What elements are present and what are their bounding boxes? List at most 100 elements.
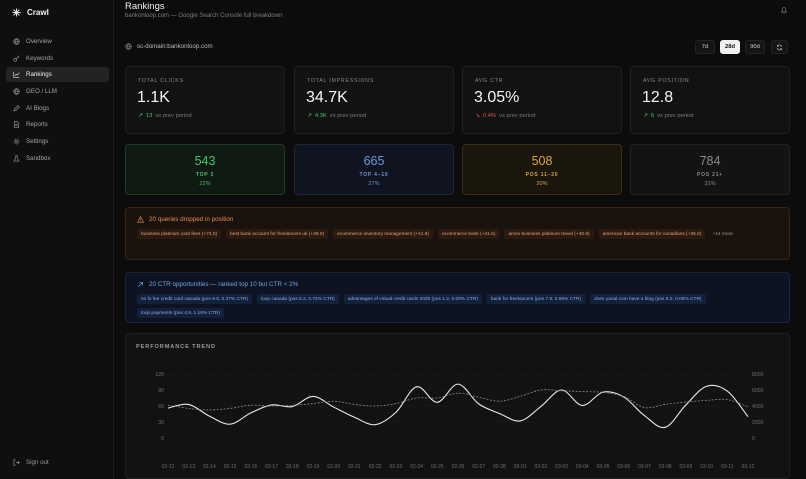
- x-tick-label: 02-20: [327, 464, 340, 470]
- y-tick-label-right: 0: [752, 436, 755, 442]
- delta-suffix: vs prev period: [657, 113, 694, 119]
- globe-icon: [13, 38, 20, 45]
- x-tick-label: 03-08: [659, 464, 672, 470]
- y-tick-label-left: 0: [161, 436, 164, 442]
- stat-delta: ↗ 4.3K vs prev period: [307, 113, 366, 119]
- key-icon: [13, 55, 20, 62]
- crawl-logo-icon: [12, 8, 21, 17]
- sign-out-button[interactable]: Sign out: [13, 459, 49, 466]
- bucket-top3[interactable]: 543 TOP 3 22%: [125, 144, 285, 195]
- range-90d-button[interactable]: 90d: [745, 40, 765, 54]
- x-tick-label: 02-19: [307, 464, 320, 470]
- ctr-opportunity-chip[interactable]: no fx fee credit card canada (pos 8.6, 0…: [137, 294, 252, 304]
- x-tick-label: 02-18: [286, 464, 299, 470]
- x-tick-label: 03-05: [597, 464, 610, 470]
- pen-icon: [13, 105, 20, 112]
- more-dropped-link[interactable]: +14 more: [712, 231, 733, 237]
- y-tick-label-right: 4000: [752, 404, 764, 410]
- x-tick-label: 03-03: [555, 464, 568, 470]
- x-tick-label: 02-12: [162, 464, 175, 470]
- y-tick-label-left: 120: [155, 372, 164, 378]
- stat-value: 3.05%: [474, 89, 520, 106]
- stat-value: 34.7K: [306, 89, 348, 106]
- property-selector[interactable]: sc-domain:bankonloop.com: [125, 43, 213, 50]
- ctr-opportunity-chip[interactable]: does yanal.com have a blog (pos 8.0, 0.0…: [590, 294, 706, 304]
- sidebar-item-keywords[interactable]: Keywords: [6, 51, 109, 66]
- x-tick-label: 02-26: [452, 464, 465, 470]
- stat-value: 1.1K: [137, 89, 170, 106]
- performance-trend-card: 0 30 60 90 120 0 2000 4000 6000 8000 02-12 02-13 02-…: [125, 333, 790, 479]
- range-7d-button[interactable]: 7d: [695, 40, 715, 54]
- arrow-down-icon: ↘: [475, 113, 480, 119]
- brand[interactable]: Crawl: [12, 8, 49, 17]
- bell-icon[interactable]: [780, 6, 788, 14]
- x-tick-label: 02-23: [389, 464, 402, 470]
- arrow-up-icon: ↗: [643, 113, 648, 119]
- sidebar-item-overview[interactable]: Overview: [6, 34, 109, 49]
- dropped-query-chip[interactable]: business platinum card fees (+74.0): [137, 229, 222, 239]
- delta-value: 13: [145, 113, 153, 119]
- stat-delta: ↗ 6 vs prev period: [643, 113, 694, 119]
- sidebar-item-reports[interactable]: Reports: [6, 117, 109, 132]
- page-subtitle: bankonloop.com — Google Search Console f…: [125, 13, 283, 19]
- dropped-query-chip[interactable]: amex business platinum travel (+40.9): [504, 229, 594, 239]
- bucket-percent: 27%: [368, 181, 380, 187]
- refresh-icon: [776, 44, 783, 50]
- property-domain: sc-domain:bankonloop.com: [137, 43, 213, 50]
- y-tick-label-right: 6000: [752, 388, 764, 394]
- globe-icon: [125, 43, 132, 50]
- x-tick-label: 02-17: [265, 464, 278, 470]
- range-28d-button[interactable]: 28d: [720, 40, 740, 54]
- sidebar-item-label: Sandbox: [26, 154, 51, 162]
- x-tick-label: 02-13: [182, 464, 195, 470]
- refresh-button[interactable]: [771, 40, 788, 54]
- sidebar-item-ai-blogs[interactable]: AI Blogs: [6, 101, 109, 116]
- sidebar-item-label: Overview: [26, 38, 52, 45]
- bucket-pos21plus[interactable]: 784 POS 21+ 31%: [630, 144, 790, 195]
- sidebar-item-label: AI Blogs: [26, 104, 50, 112]
- sign-out-icon: [13, 459, 20, 466]
- ctr-opportunity-chip[interactable]: bank for freelancers (pos 7.9, 0.99% CTR…: [486, 294, 586, 304]
- stat-label: TOTAL IMPRESSIONS: [307, 78, 375, 84]
- x-tick-label: 02-21: [348, 464, 361, 470]
- ctr-opportunity-chip[interactable]: advantages of virtual credit cards 2025 …: [343, 294, 482, 304]
- arrow-up-icon: ↗: [138, 113, 143, 119]
- sidebar-item-rankings[interactable]: Rankings: [6, 67, 109, 83]
- clicks-series-line: [167, 383, 749, 429]
- sidebar-item-geo-llm[interactable]: GEO / LLM: [6, 84, 109, 99]
- bucket-percent: 20%: [536, 181, 548, 187]
- x-tick-label: 03-01: [514, 464, 527, 470]
- stat-label: AVG POSITION: [643, 78, 690, 84]
- bucket-pos11-20[interactable]: 508 POS 11–20 20%: [462, 144, 622, 195]
- sidebar-item-settings[interactable]: Settings: [6, 134, 109, 149]
- sidebar-item-sandbox[interactable]: Sandbox: [6, 151, 109, 166]
- stat-label: AVG CTR: [475, 78, 504, 84]
- delta-suffix: vs prev period: [499, 113, 536, 119]
- delta-value: 6: [650, 113, 655, 119]
- sidebar-item-label: Settings: [26, 138, 49, 146]
- bucket-value: 665: [363, 154, 385, 168]
- x-tick-label: 03-10: [700, 464, 713, 470]
- x-tick-label: 03-04: [576, 464, 589, 470]
- dropped-query-chip[interactable]: ecommerce bank (+41.5): [437, 229, 500, 239]
- globe-icon: [13, 88, 20, 95]
- x-tick-label: 03-06: [617, 464, 630, 470]
- dropped-query-chip[interactable]: ecommerce inventory management (+41.9): [333, 229, 433, 239]
- dropped-query-chip[interactable]: american bank accounts for canadians (+3…: [598, 229, 706, 239]
- impressions-series-line: [167, 389, 749, 411]
- bucket-top4-10[interactable]: 665 TOP 4–10 27%: [294, 144, 454, 195]
- stat-card-clicks: TOTAL CLICKS 1.1K ↗ 13 vs prev period: [125, 66, 285, 134]
- x-tick-label: 02-24: [410, 464, 423, 470]
- gear-icon: [13, 138, 20, 145]
- ctr-opportunity-chip[interactable]: loop canada (pos 8.2, 0.74% CTR): [256, 294, 339, 304]
- sidebar-item-label: Rankings: [26, 71, 52, 79]
- bucket-value: 508: [531, 154, 553, 168]
- bucket-label: POS 11–20: [525, 172, 559, 178]
- delta-suffix: vs prev period: [329, 113, 367, 119]
- y-tick-label-right: 2000: [752, 420, 764, 426]
- x-tick-label: 03-07: [638, 464, 651, 470]
- bucket-label: POS 21+: [696, 172, 724, 178]
- dropped-query-chip[interactable]: best bank account for freelancers uk (+4…: [226, 229, 329, 239]
- ctr-opportunity-chip[interactable]: loop payments (pos 4.9, 1.16% CTR): [137, 308, 224, 318]
- x-tick-label: 03-09: [679, 464, 692, 470]
